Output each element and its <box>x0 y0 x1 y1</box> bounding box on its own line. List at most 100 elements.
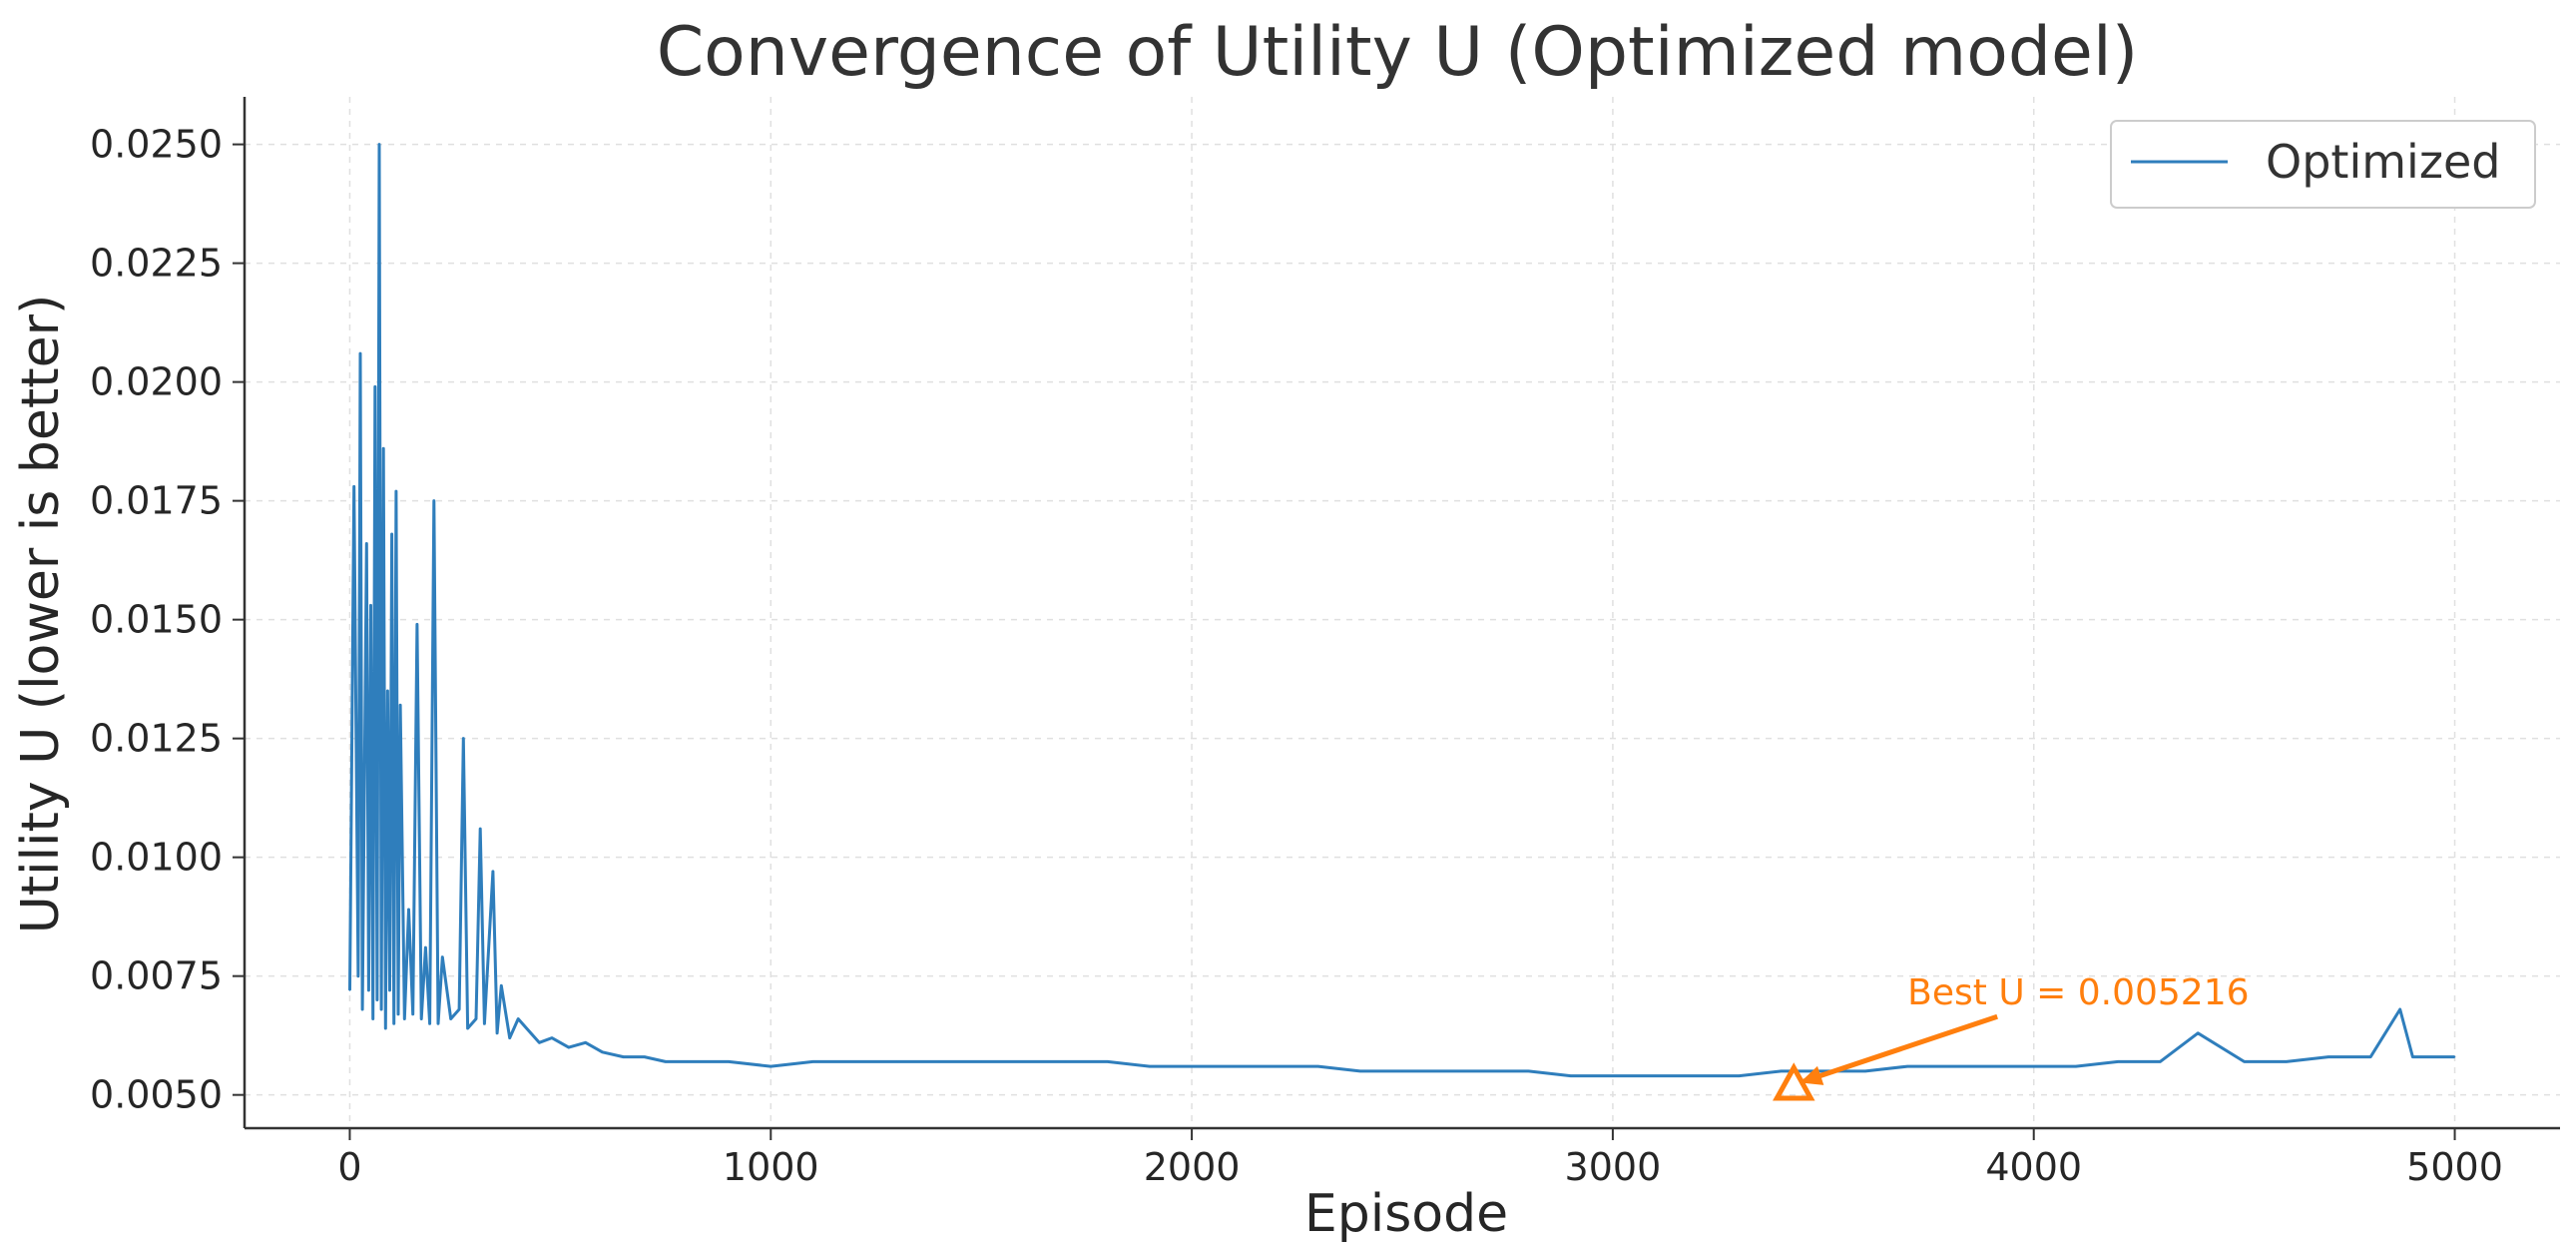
data-point <box>365 542 368 545</box>
y-tick-label: 0.0250 <box>90 123 223 167</box>
data-point <box>403 1017 406 1020</box>
annotation-arrowhead <box>1800 1065 1824 1085</box>
data-point <box>2327 1055 2329 1058</box>
data-point <box>1022 1060 1025 1063</box>
data-point <box>517 1017 519 1020</box>
annotation-arrow <box>1799 1013 1998 1085</box>
data-point <box>770 1065 773 1067</box>
data-point <box>380 1008 382 1010</box>
data-point <box>1106 1060 1109 1063</box>
x-tick-label: 2000 <box>1144 1145 1241 1189</box>
data-point <box>397 1013 399 1015</box>
data-point <box>1401 1070 1403 1072</box>
data-point <box>896 1060 898 1063</box>
data-point <box>437 1022 439 1025</box>
data-point <box>392 1022 395 1025</box>
data-point <box>1990 1065 1993 1067</box>
data-point <box>357 974 359 977</box>
y-tick-label: 0.0200 <box>90 360 223 404</box>
x-tick-label: 1000 <box>723 1145 819 1189</box>
series-line-optimized <box>348 143 2455 1078</box>
y-tick-label: 0.0100 <box>90 836 223 880</box>
data-point <box>1738 1074 1741 1077</box>
data-point <box>1359 1070 1361 1072</box>
data-point <box>441 955 444 958</box>
data-point <box>1780 1070 1783 1072</box>
data-point <box>348 989 351 991</box>
data-point <box>643 1055 646 1058</box>
data-point <box>376 998 378 1001</box>
annotation-layer: Best U = 0.005216 <box>1773 972 2250 1101</box>
x-tick-label: 5000 <box>2406 1145 2503 1189</box>
data-point <box>811 1060 814 1063</box>
data-point <box>538 1041 541 1044</box>
data-point <box>407 909 410 911</box>
data-point <box>424 946 427 948</box>
data-point <box>492 871 494 873</box>
data-point <box>367 989 370 991</box>
data-point <box>853 1060 856 1063</box>
y-tick-label: 0.0050 <box>90 1073 223 1117</box>
data-point <box>1864 1070 1866 1072</box>
legend-box <box>2110 120 2536 209</box>
data-point <box>1443 1070 1445 1072</box>
data-point <box>416 623 418 626</box>
data-point <box>1569 1074 1572 1077</box>
data-point <box>2159 1060 2162 1063</box>
data-point <box>390 533 393 535</box>
data-point <box>601 1051 604 1053</box>
y-tick-label: 0.0175 <box>90 479 223 523</box>
legend: Optimized <box>2110 120 2536 209</box>
data-point <box>568 1046 570 1048</box>
x-axis-label: Episode <box>1304 1184 1508 1244</box>
data-point <box>1612 1074 1614 1077</box>
x-tick-label: 3000 <box>1565 1145 1662 1189</box>
data-point <box>361 1008 363 1010</box>
y-tick-label: 0.0125 <box>90 717 223 761</box>
axes <box>243 97 2560 1130</box>
data-point <box>2197 1032 2199 1034</box>
data-point <box>483 1022 486 1025</box>
data-point <box>525 1027 528 1029</box>
data-point <box>2286 1060 2288 1063</box>
data-point <box>1233 1065 1236 1067</box>
data-point <box>411 1013 414 1015</box>
y-axis-label: Utility U (lower is better) <box>11 295 71 934</box>
data-point <box>938 1060 940 1063</box>
annotation-label: Best U = 0.005216 <box>1907 972 2249 1013</box>
y-tick-label: 0.0075 <box>90 954 223 998</box>
data-point <box>2243 1060 2246 1063</box>
y-tick-label: 0.0225 <box>90 242 223 286</box>
data-point <box>466 1027 469 1029</box>
data-point <box>622 1055 625 1058</box>
data-point <box>686 1060 688 1063</box>
data-point <box>399 704 401 707</box>
data-point <box>2398 1008 2401 1010</box>
data-point <box>1191 1065 1193 1067</box>
data-point <box>369 604 372 607</box>
data-point <box>458 1008 460 1010</box>
data-point <box>359 352 361 354</box>
data-point <box>374 385 376 388</box>
data-point <box>2075 1065 2077 1067</box>
y-tick-label: 0.0150 <box>90 598 223 642</box>
data-point <box>508 1036 511 1039</box>
data-point <box>1485 1070 1488 1072</box>
data-point <box>1275 1065 1278 1067</box>
data-point <box>382 447 385 450</box>
data-point <box>551 1036 553 1039</box>
data-point <box>352 485 355 488</box>
data-point <box>428 1022 431 1025</box>
data-point <box>479 828 482 830</box>
data-point <box>475 1017 477 1020</box>
data-point <box>665 1060 667 1063</box>
ticks: 0 1000 2000 3000 4000 5000 0.0050 0.0075 0.0100 0… <box>90 123 2503 1189</box>
data-point <box>2369 1055 2371 1058</box>
data-point <box>728 1060 730 1063</box>
data-point <box>1906 1065 1908 1067</box>
legend-label-optimized: Optimized <box>2266 135 2500 189</box>
data-point <box>395 490 397 492</box>
data-point <box>2411 1055 2414 1058</box>
data-point <box>420 1017 423 1020</box>
